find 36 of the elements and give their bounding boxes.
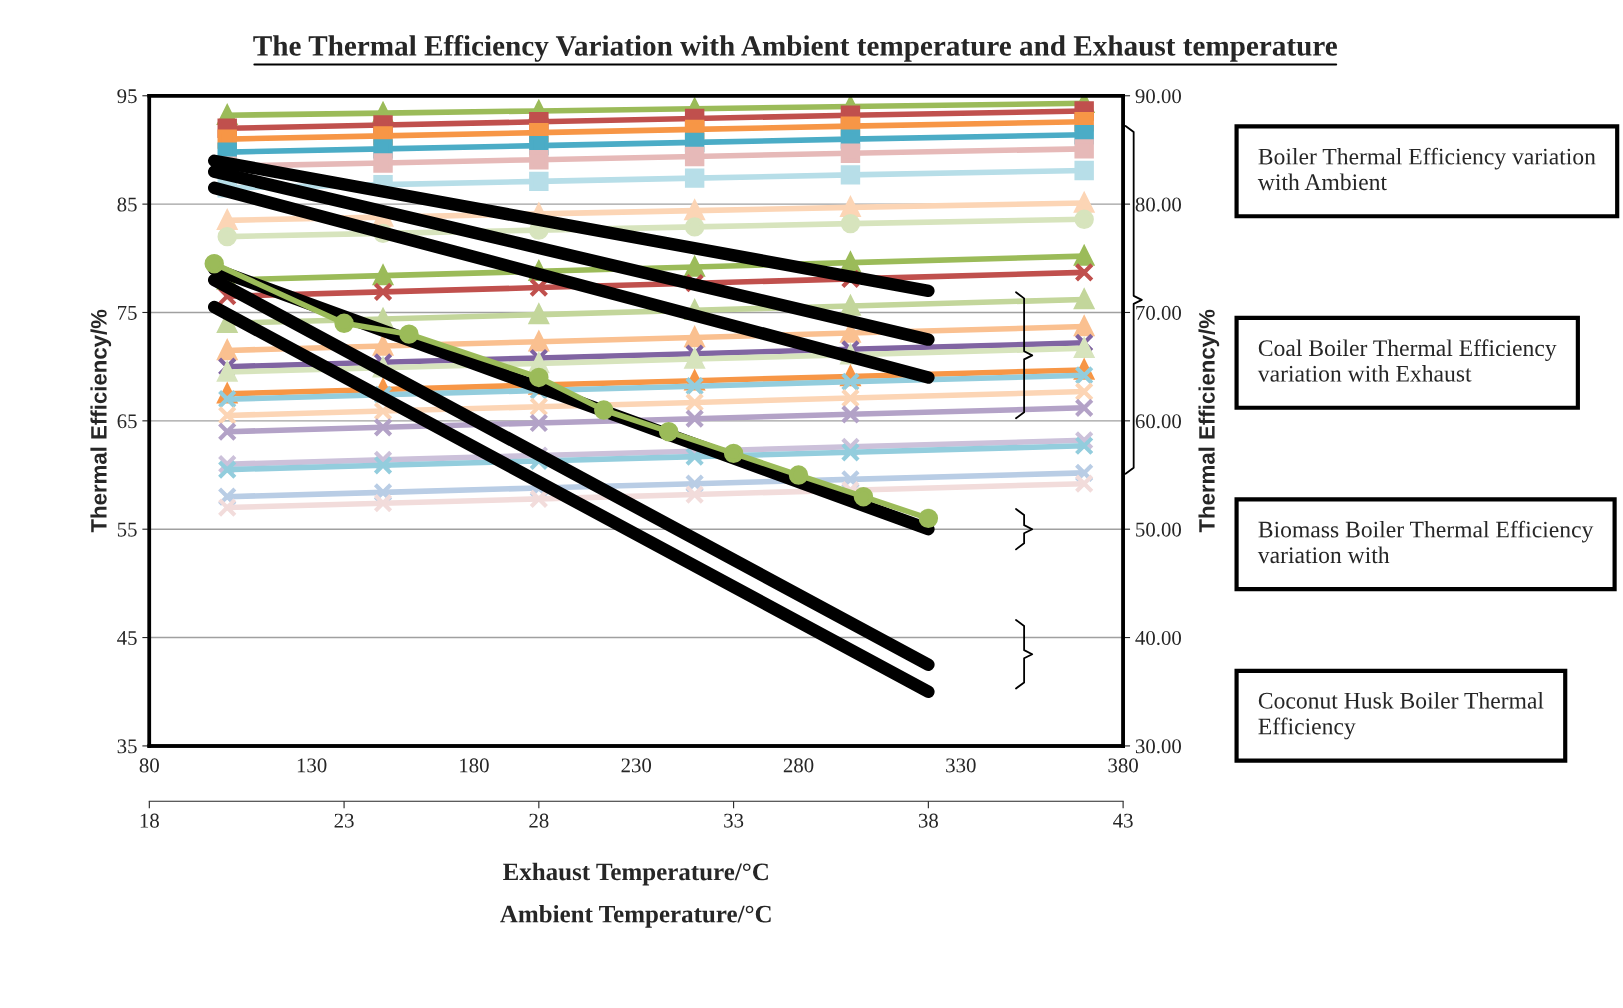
x2-tick-label: 38 — [918, 813, 938, 828]
text: Coconut Husk Boiler Thermal Efficiency — [1258, 692, 1544, 740]
text: Biomass Boiler Thermal Efficiency variation with — [1257, 520, 1594, 564]
y2-tick-label: 70.00 — [1136, 305, 1181, 320]
x-tick-label: 230 — [621, 758, 652, 773]
x-tick-label: 80 — [139, 758, 159, 773]
text: Boiler Thermal Efficiency variation with Ambient — [1257, 147, 1596, 191]
y2-tick-label: 30.00 — [1135, 739, 1181, 754]
x2-tick-label: 28 — [529, 813, 549, 828]
x-tick-label: 380 — [1108, 758, 1138, 773]
x-axis-title: Exhaust Temperature/°C — [503, 862, 768, 886]
y2-axis-title: Thermal Efficiency/% — [1198, 309, 1220, 533]
x2-tick-label: 23 — [334, 813, 354, 828]
y2-tick-label: 60.00 — [1135, 414, 1181, 429]
chart-title: The Thermal Efficiency Variation with Ambient temperature and Exhaust temperature — [253, 34, 1337, 62]
y-tick-label: 45 — [117, 631, 137, 645]
y-tick-label: 85 — [117, 197, 137, 212]
y-tick-label: 55 — [117, 522, 137, 537]
x-tick-label: 180 — [460, 758, 489, 773]
x-tick-label: 130 — [297, 758, 327, 773]
text: Coal Boiler Thermal Efficiency variation with Exhaust — [1257, 339, 1557, 382]
y2-tick-label: 50.00 — [1136, 522, 1181, 537]
x2-axis-title: Ambient Temperature/°C — [500, 904, 771, 928]
x2-tick-label: 43 — [1113, 813, 1133, 828]
y-tick-label: 65 — [117, 414, 137, 429]
y2-tick-label: 80.00 — [1135, 197, 1181, 212]
x-tick-label: 280 — [783, 758, 814, 773]
x2-tick-label: 18 — [140, 813, 159, 828]
x-tick-label: 330 — [946, 758, 976, 773]
y2-tick-label: 90.00 — [1135, 89, 1181, 104]
y-tick-label: 95 — [117, 89, 137, 104]
y-tick-label: 35 — [117, 739, 137, 754]
x2-tick-label: 33 — [724, 813, 744, 828]
y2-tick-label: 40.00 — [1135, 630, 1181, 646]
y-axis-title: Thermal Efficiency/% — [90, 309, 112, 533]
y-tick-label: 75 — [118, 306, 137, 320]
